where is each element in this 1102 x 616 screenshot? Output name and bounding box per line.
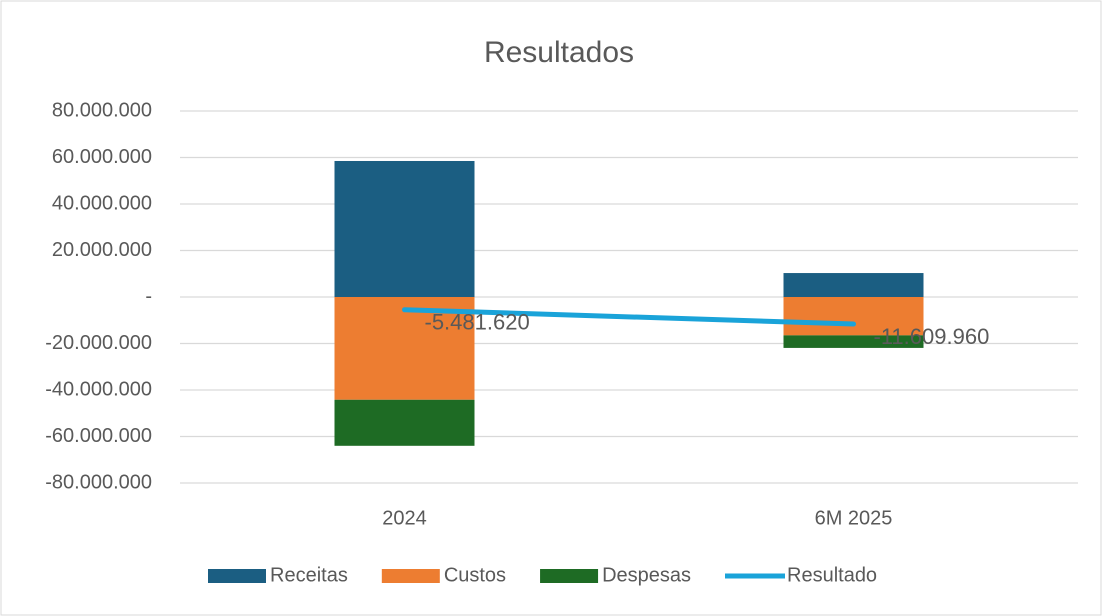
legend-swatch — [208, 569, 266, 583]
legend-label: Despesas — [602, 564, 691, 586]
line-series — [402, 307, 856, 327]
x-tick-label: 6M 2025 — [815, 507, 893, 529]
legend-label: Resultado — [787, 564, 877, 586]
x-tick-label: 2024 — [382, 507, 427, 529]
y-tick-label: -80.000.000 — [45, 471, 152, 493]
bar — [783, 273, 924, 297]
bar — [334, 297, 475, 400]
bar — [334, 399, 475, 446]
data-label: -11.609.960 — [874, 324, 990, 349]
bar — [334, 160, 475, 297]
legend-swatch — [540, 569, 599, 583]
data-label: -5.481.620 — [425, 310, 530, 335]
y-tick-label: 20.000.000 — [52, 239, 152, 261]
y-tick-label: - — [145, 285, 152, 307]
legend-label: Custos — [444, 564, 506, 586]
chart-title: Resultados — [484, 36, 634, 69]
bar — [783, 335, 924, 348]
y-tick-label: -60.000.000 — [45, 425, 152, 447]
y-tick-label: 80.000.000 — [52, 99, 152, 121]
y-tick-label: -20.000.000 — [45, 332, 152, 354]
y-tick-label: 40.000.000 — [52, 192, 152, 214]
y-tick-label: -40.000.000 — [45, 378, 152, 400]
legend-label: Receitas — [270, 564, 348, 586]
bar — [783, 297, 924, 336]
y-tick-label: 60.000.000 — [52, 146, 152, 168]
legend-swatch — [381, 569, 440, 583]
